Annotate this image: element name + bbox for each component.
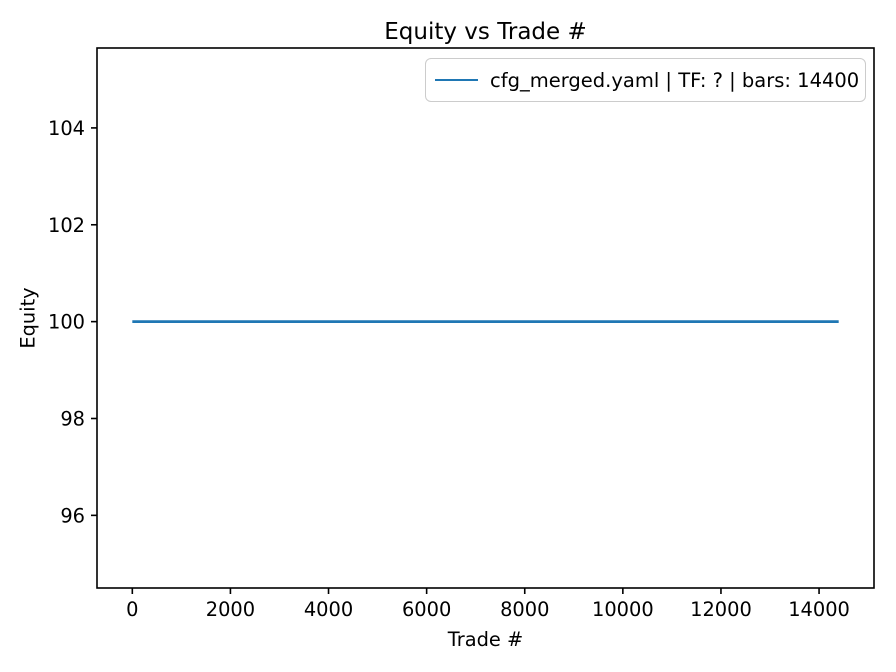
axes-spines [96, 47, 875, 589]
x-tick-label: 12000 [690, 598, 752, 621]
legend: cfg_merged.yaml | TF: ? | bars: 14400 [425, 58, 866, 102]
y-tick-label: 102 [48, 214, 85, 237]
chart-title: Equity vs Trade # [384, 19, 587, 45]
x-axis-label: Trade # [447, 628, 524, 651]
x-tick-label: 10000 [592, 598, 654, 621]
y-tick-label: 104 [48, 117, 85, 140]
x-tick-label: 4000 [304, 598, 353, 621]
x-tick-label: 0 [126, 598, 138, 621]
legend-line-sample [435, 79, 478, 81]
x-tick-label: 6000 [402, 598, 451, 621]
y-tick-label: 96 [60, 504, 85, 527]
x-tick-label: 14000 [788, 598, 850, 621]
legend-series-label: cfg_merged.yaml | TF: ? | bars: 14400 [490, 68, 860, 92]
y-tick-label: 98 [60, 407, 85, 430]
y-axis-label: Equity [16, 287, 40, 349]
y-tick-label: 100 [48, 311, 85, 334]
x-tick-label: 8000 [500, 598, 549, 621]
x-tick-label: 2000 [206, 598, 255, 621]
